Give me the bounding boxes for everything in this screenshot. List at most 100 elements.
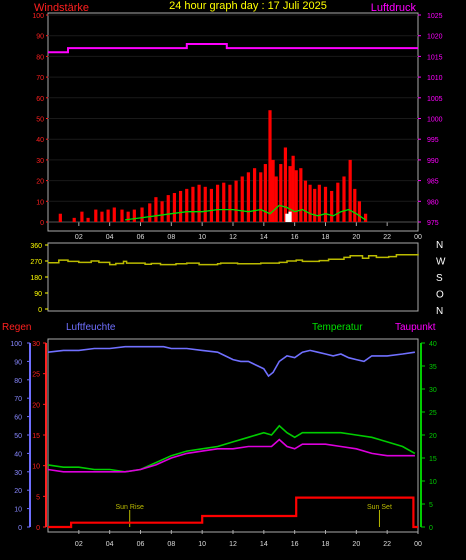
wind-bar: [288, 211, 292, 222]
humidity-y-tick: 70: [14, 396, 22, 403]
wind-bar: [166, 195, 170, 222]
wind-y-tick: 80: [36, 54, 44, 61]
rain-x-tick: 22: [383, 541, 391, 548]
temperature-y-tick: 15: [429, 456, 437, 463]
compass-label: N: [436, 306, 443, 317]
pressure-axis-title: Luftdruck: [371, 2, 417, 14]
direction-y-tick: 180: [30, 275, 42, 282]
wind-y-tick: 50: [36, 117, 44, 124]
compass-label: W: [436, 257, 446, 268]
wind-bar: [342, 176, 346, 222]
rain-x-tick: 10: [198, 541, 206, 548]
temperature-y-tick: 30: [429, 387, 437, 394]
wind-bar: [308, 184, 312, 222]
wind-x-tick: 16: [291, 234, 299, 241]
humidity-label: Luftfeuchte: [66, 322, 116, 333]
pressure-y-tick: 1005: [427, 96, 443, 103]
humidity-y-tick: 10: [14, 507, 22, 514]
wind-bar: [209, 188, 214, 222]
compass-label: S: [436, 273, 443, 284]
temperature-label: Temperatur: [312, 322, 363, 333]
wind-direction-line: [48, 253, 419, 266]
direction-y-tick: 360: [30, 243, 42, 250]
wind-bar: [191, 186, 195, 222]
wind-bar: [363, 213, 368, 222]
wind-bar: [336, 182, 340, 222]
compass-label: O: [436, 290, 444, 301]
wind-bar: [203, 186, 207, 222]
wind-y-tick: 30: [36, 158, 44, 165]
wind-bar: [246, 172, 251, 222]
pressure-line: [48, 43, 418, 54]
pressure-y-tick: 990: [427, 158, 439, 165]
rain-x-tick: 16: [291, 541, 299, 548]
sun-marker-label: Sun Set: [367, 504, 392, 511]
wind-bar: [240, 176, 244, 222]
rain-x-tick: 00: [414, 541, 422, 548]
wind-y-tick: 20: [36, 179, 44, 186]
wind-bar: [172, 193, 177, 222]
wind-bar: [274, 176, 278, 222]
wind-bar: [148, 203, 152, 222]
wind-x-tick: 06: [137, 234, 145, 241]
wind-y-tick: 40: [36, 137, 44, 144]
rain-label: Regen: [2, 322, 31, 333]
rain-x-tick: 14: [260, 541, 268, 548]
temperature-y-tick: 25: [429, 410, 437, 417]
wind-bar: [294, 170, 298, 222]
wind-x-tick: 12: [229, 234, 237, 241]
wind-bar: [185, 188, 189, 222]
rain-x-tick: 04: [106, 541, 114, 548]
wind-bar: [330, 190, 334, 222]
wind-pressure-chart: 0102030405060708090100975980985990995100…: [32, 13, 442, 241]
rain-x-tick: 12: [229, 541, 237, 548]
direction-y-tick: 270: [30, 259, 42, 266]
wind-bar: [106, 209, 110, 222]
wind-bar: [303, 180, 308, 222]
pressure-y-tick: 1010: [427, 75, 443, 82]
rain-y-tick: 10: [32, 464, 40, 471]
pressure-y-tick: 980: [427, 199, 439, 206]
wind-x-tick: 14: [260, 234, 268, 241]
wind-x-tick: 04: [106, 234, 114, 241]
wind-bar: [299, 168, 303, 222]
humidity-y-tick: 50: [14, 433, 22, 440]
temperature-line: [47, 424, 416, 473]
sun-marker-label: Sun Rise: [116, 504, 145, 511]
wind-bar: [197, 184, 201, 222]
wind-bar: [357, 201, 362, 222]
wind-bar: [86, 217, 90, 222]
temperature-y-tick: 10: [429, 479, 437, 486]
humidity-line: [47, 345, 416, 378]
humidity-y-tick: 0: [18, 525, 22, 532]
wind-axis-title: Windstärke: [34, 2, 89, 14]
wind-y-tick: 90: [36, 34, 44, 41]
rain-y-tick: 30: [32, 341, 40, 348]
direction-panel-frame: [47, 242, 419, 312]
humidity-y-tick: 20: [14, 488, 22, 495]
wind-bar: [222, 182, 226, 222]
humidity-y-tick: 30: [14, 470, 22, 477]
pressure-y-tick: 975: [427, 220, 439, 227]
wind-bar: [132, 209, 136, 222]
dewpoint-label: Taupunkt: [395, 322, 436, 333]
dewpoint-line: [47, 438, 415, 473]
chart-title: 24 hour graph day : 17 Juli 2025: [169, 0, 327, 12]
wind-bar: [317, 184, 321, 222]
wind-bar: [80, 211, 84, 222]
temperature-y-tick: 35: [429, 364, 437, 371]
wind-x-tick: 22: [383, 234, 391, 241]
wind-bar: [140, 207, 144, 222]
wind-bar: [279, 164, 283, 222]
wind-bar: [215, 184, 220, 222]
temperature-y-tick: 5: [429, 502, 433, 509]
wind-bar: [263, 164, 267, 222]
rain-y-tick: 0: [36, 525, 40, 532]
wind-bar: [154, 197, 158, 222]
wind-x-tick: 18: [322, 234, 330, 241]
wind-bar: [271, 159, 275, 222]
rain-y-tick: 25: [32, 372, 40, 379]
rain-y-tick: 20: [32, 402, 40, 409]
